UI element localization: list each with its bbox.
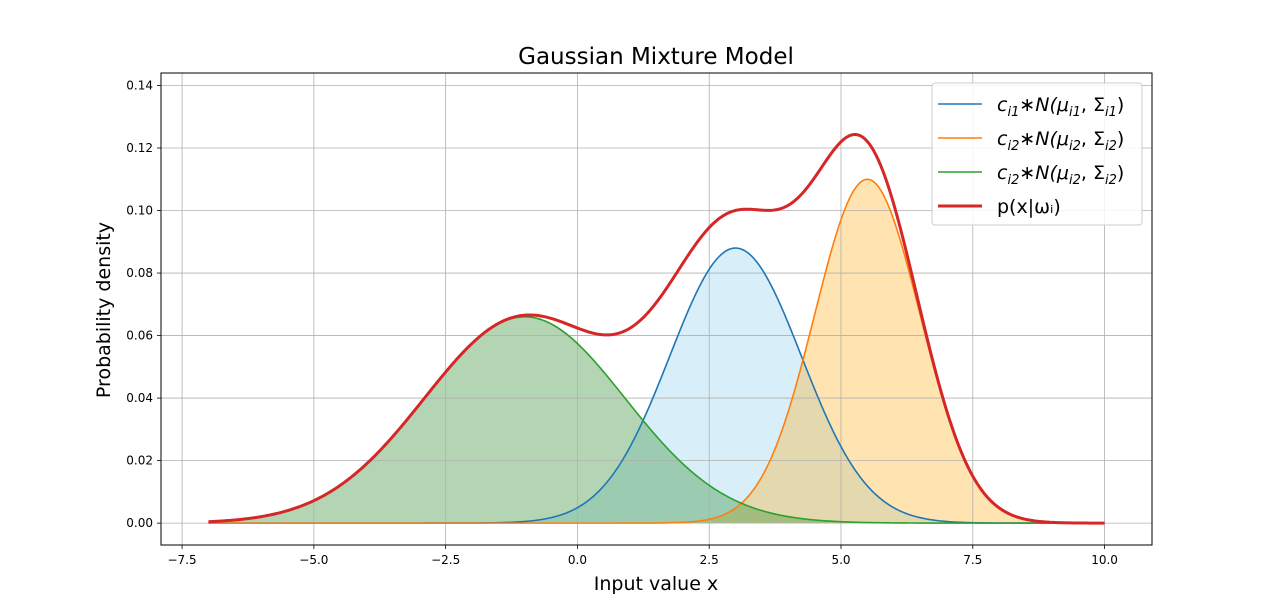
- component-fills: [208, 179, 1105, 524]
- x-axis-label: Input value x: [594, 573, 718, 595]
- legend-label-part: , Σ: [1081, 162, 1105, 184]
- legend-label-part: ): [1117, 94, 1124, 116]
- total-density-line: [208, 133, 1105, 525]
- legend-label-part: ∗N(μ: [1019, 94, 1069, 116]
- component-fill-2: [208, 179, 1105, 524]
- legend-label-part: i2: [1007, 173, 1019, 188]
- y-tick-label: 0.14: [126, 79, 153, 93]
- y-axis-label: Probability density: [93, 222, 115, 398]
- component-curves: [208, 133, 1105, 525]
- y-tick-label: 0.08: [126, 266, 153, 280]
- legend-label-part: i2: [1105, 139, 1117, 154]
- legend-label-part: i1: [1069, 105, 1081, 120]
- legend-label-part: i2: [1105, 173, 1117, 188]
- legend-label-part: i1: [1007, 105, 1019, 120]
- x-tick-label: −5.0: [299, 553, 328, 567]
- legend-label-1: ci1∗N(μi1, Σi1): [997, 94, 1124, 120]
- legend-label-part: ∗N(μ: [1019, 162, 1069, 184]
- legend-label-part: i2: [1069, 173, 1081, 188]
- x-tick-label: −2.5: [431, 553, 460, 567]
- legend-label-part: c: [997, 94, 1008, 116]
- axes-frame: [160, 72, 1153, 546]
- x-tick-label: 5.0: [831, 553, 850, 567]
- y-tick-label: 0.12: [126, 141, 153, 155]
- component-fill-1: [208, 248, 1105, 524]
- legend-label-part: , Σ: [1081, 128, 1105, 150]
- legend-label-part: ): [1117, 162, 1124, 184]
- x-tick-label: −7.5: [168, 553, 197, 567]
- legend-label-part: ): [1117, 128, 1124, 150]
- legend: ci1∗N(μi1, Σi1)ci2∗N(μi2, Σi2)ci2∗N(μi2,…: [931, 82, 1143, 226]
- y-tick-label: 0.02: [126, 454, 153, 468]
- legend-label-part: c: [997, 162, 1008, 184]
- x-tick-label: 0.0: [568, 553, 587, 567]
- legend-label-part: c: [997, 128, 1008, 150]
- y-ticks: 0.00 0.02 0.04 0.06 0.08 0.10 0.12 0.14: [126, 79, 161, 530]
- x-tick-label: 7.5: [963, 553, 982, 567]
- y-tick-label: 0.04: [126, 391, 153, 405]
- y-tick-label: 0.10: [126, 204, 153, 218]
- y-tick-label: 0.06: [126, 329, 153, 343]
- legend-label-part: ∗N(μ: [1019, 128, 1069, 150]
- legend-label-part: i2: [1069, 139, 1081, 154]
- legend-label-4: p(x|ωᵢ): [997, 196, 1061, 218]
- legend-label-2: ci2∗N(μi2, Σi2): [997, 128, 1124, 154]
- legend-label-part: i1: [1105, 105, 1117, 120]
- legend-label-part: i2: [1007, 139, 1019, 154]
- x-tick-label: 10.0: [1091, 553, 1118, 567]
- x-tick-label: 2.5: [700, 553, 719, 567]
- legend-label-part: , Σ: [1081, 94, 1105, 116]
- legend-box: [931, 82, 1143, 226]
- y-tick-label: 0.00: [126, 516, 153, 530]
- chart-title: Gaussian Mixture Model: [518, 44, 794, 70]
- component-fill-3: [208, 316, 1105, 524]
- legend-label-3: ci2∗N(μi2, Σi2): [997, 162, 1124, 188]
- x-ticks: −7.5 −5.0 −2.5 0.0 2.5 5.0 7.5 10.0: [168, 545, 1118, 567]
